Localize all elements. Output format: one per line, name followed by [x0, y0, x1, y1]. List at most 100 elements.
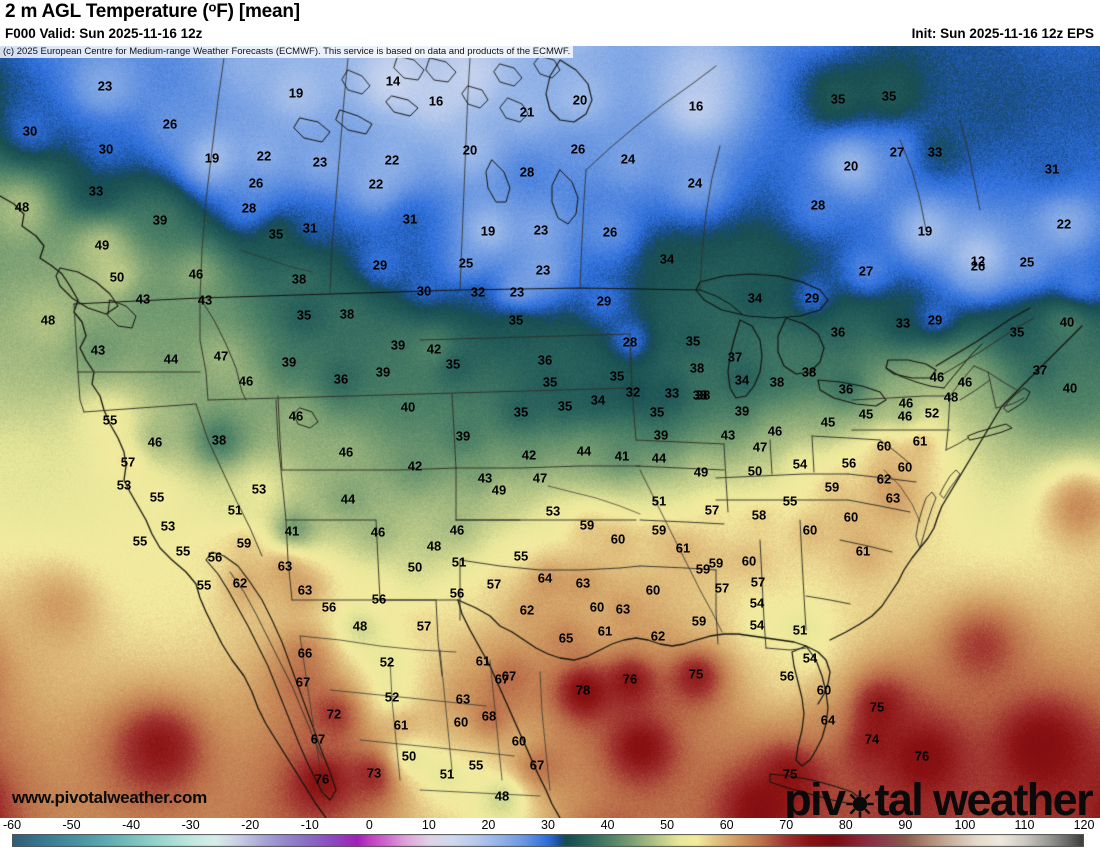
temperature-label: 14 — [385, 73, 401, 89]
temperature-label: 20 — [572, 92, 588, 108]
temperature-label: 22 — [256, 148, 272, 164]
temperature-label: 54 — [792, 456, 808, 472]
colorbar-tick: 110 — [1014, 818, 1035, 832]
temperature-label: 57 — [120, 454, 136, 470]
temperature-label: 36 — [838, 381, 854, 397]
temperature-label: 61 — [475, 653, 491, 669]
colorbar-tick: 10 — [421, 818, 436, 832]
temperature-label: 55 — [175, 543, 191, 559]
temperature-label: 23 — [312, 154, 328, 170]
temperature-label: 63 — [575, 575, 591, 591]
temperature-label: 55 — [102, 412, 118, 428]
colorbar-tick: -10 — [300, 818, 319, 832]
temperature-label: 56 — [779, 668, 795, 684]
temperature-label: 22 — [384, 152, 400, 168]
colorbar-tick-labels: -60 -50 -40 -30 -20 -10 0 10 20 30 40 50 60 70 80 90 100… — [0, 818, 1100, 833]
temperature-label: 22 — [368, 176, 384, 192]
temperature-label: 38 — [769, 374, 785, 390]
temperature-label: 48 — [352, 618, 368, 634]
colorbar: -60 -50 -40 -30 -20 -10 0 10 20 30 40 50 60 70 80 90 100… — [0, 818, 1100, 850]
temperature-label: 46 — [929, 369, 945, 385]
temperature-label: 60 — [453, 714, 469, 730]
temperature-label: 76 — [914, 748, 930, 764]
temperature-label: 60 — [897, 459, 913, 475]
temperature-label: 54 — [749, 617, 765, 633]
brand-text-part1: piv — [784, 774, 846, 818]
temperature-label: 31 — [302, 220, 318, 236]
temperature-label: 38 — [211, 432, 227, 448]
temperature-label: 26 — [570, 141, 586, 157]
temperature-label: 28 — [622, 334, 638, 350]
temperature-label: 27 — [889, 144, 905, 160]
colorbar-tick: 20 — [481, 818, 496, 832]
temperature-label: 61 — [855, 543, 871, 559]
temperature-label: 39 — [152, 212, 168, 228]
brand-text-part2: tal weather — [874, 774, 1094, 818]
map-header: 2 m AGL Temperature (oF) [mean] F000 Val… — [0, 0, 1100, 46]
map-canvas-container[interactable]: (c) 2025 European Centre for Medium-rang… — [0, 46, 1100, 818]
temperature-label: 34 — [747, 290, 763, 306]
temperature-label: 30 — [98, 141, 114, 157]
temperature-label: 39 — [734, 403, 750, 419]
temperature-label: 60 — [843, 509, 859, 525]
temperature-label: 41 — [614, 448, 630, 464]
temperature-label: 23 — [535, 262, 551, 278]
temperature-label: 62 — [876, 471, 892, 487]
temperature-label: 46 — [147, 434, 163, 450]
temperature-label: 29 — [372, 257, 388, 273]
temperature-label: 67 — [501, 668, 517, 684]
temperature-label: 60 — [589, 599, 605, 615]
temperature-label: 28 — [519, 164, 535, 180]
temperature-label: 47 — [213, 348, 229, 364]
temperature-label: 35 — [268, 226, 284, 242]
temperature-label: 60 — [741, 553, 757, 569]
temperature-label: 39 — [281, 354, 297, 370]
temperature-label: 59 — [824, 479, 840, 495]
colorbar-tick: -50 — [62, 818, 81, 832]
temperature-label: 63 — [615, 601, 631, 617]
temperature-label: 38 — [689, 360, 705, 376]
temperature-label: 46 — [338, 444, 354, 460]
temperature-label: 36 — [333, 371, 349, 387]
temperature-label: 63 — [455, 691, 471, 707]
temperature-label: 30 — [416, 283, 432, 299]
temperature-label: 50 — [109, 269, 125, 285]
temperature-label: 67 — [529, 757, 545, 773]
temperature-label: 22 — [1056, 216, 1072, 232]
temperature-label: 68 — [481, 708, 497, 724]
temperature-label: 19 — [204, 150, 220, 166]
temperature-label: 48 — [494, 788, 510, 804]
temperature-label: 19 — [917, 223, 933, 239]
temperature-field-canvas — [0, 46, 1100, 818]
temperature-label: 60 — [645, 582, 661, 598]
temperature-label: 44 — [163, 351, 179, 367]
temperature-label: 46 — [449, 522, 465, 538]
temperature-label: 56 — [841, 455, 857, 471]
temperature-label: 63 — [277, 558, 293, 574]
title-text: 2 m AGL Temperature ( — [5, 1, 209, 22]
temperature-label: 48 — [943, 389, 959, 405]
colorbar-tick: -30 — [181, 818, 200, 832]
temperature-label: 29 — [596, 293, 612, 309]
temperature-label: 34 — [659, 251, 675, 267]
temperature-label: 57 — [416, 618, 432, 634]
temperature-label: 60 — [876, 438, 892, 454]
temperature-label: 28 — [810, 197, 826, 213]
temperature-label: 35 — [881, 88, 897, 104]
temperature-label: 53 — [545, 503, 561, 519]
temperature-label: 39 — [653, 427, 669, 443]
temperature-label: 51 — [227, 502, 243, 518]
temperature-label: 35 — [609, 368, 625, 384]
temperature-label: 38 — [291, 271, 307, 287]
temperature-label: 46 — [238, 373, 254, 389]
colorbar-tick: 120 — [1073, 818, 1095, 832]
temperature-label: 46 — [897, 408, 913, 424]
temperature-label: 51 — [651, 493, 667, 509]
temperature-label: 27 — [858, 263, 874, 279]
temperature-label: 56 — [207, 549, 223, 565]
temperature-label: 51 — [439, 766, 455, 782]
temperature-label: 59 — [651, 522, 667, 538]
temperature-label: 35 — [508, 312, 524, 328]
temperature-label: 35 — [513, 404, 529, 420]
